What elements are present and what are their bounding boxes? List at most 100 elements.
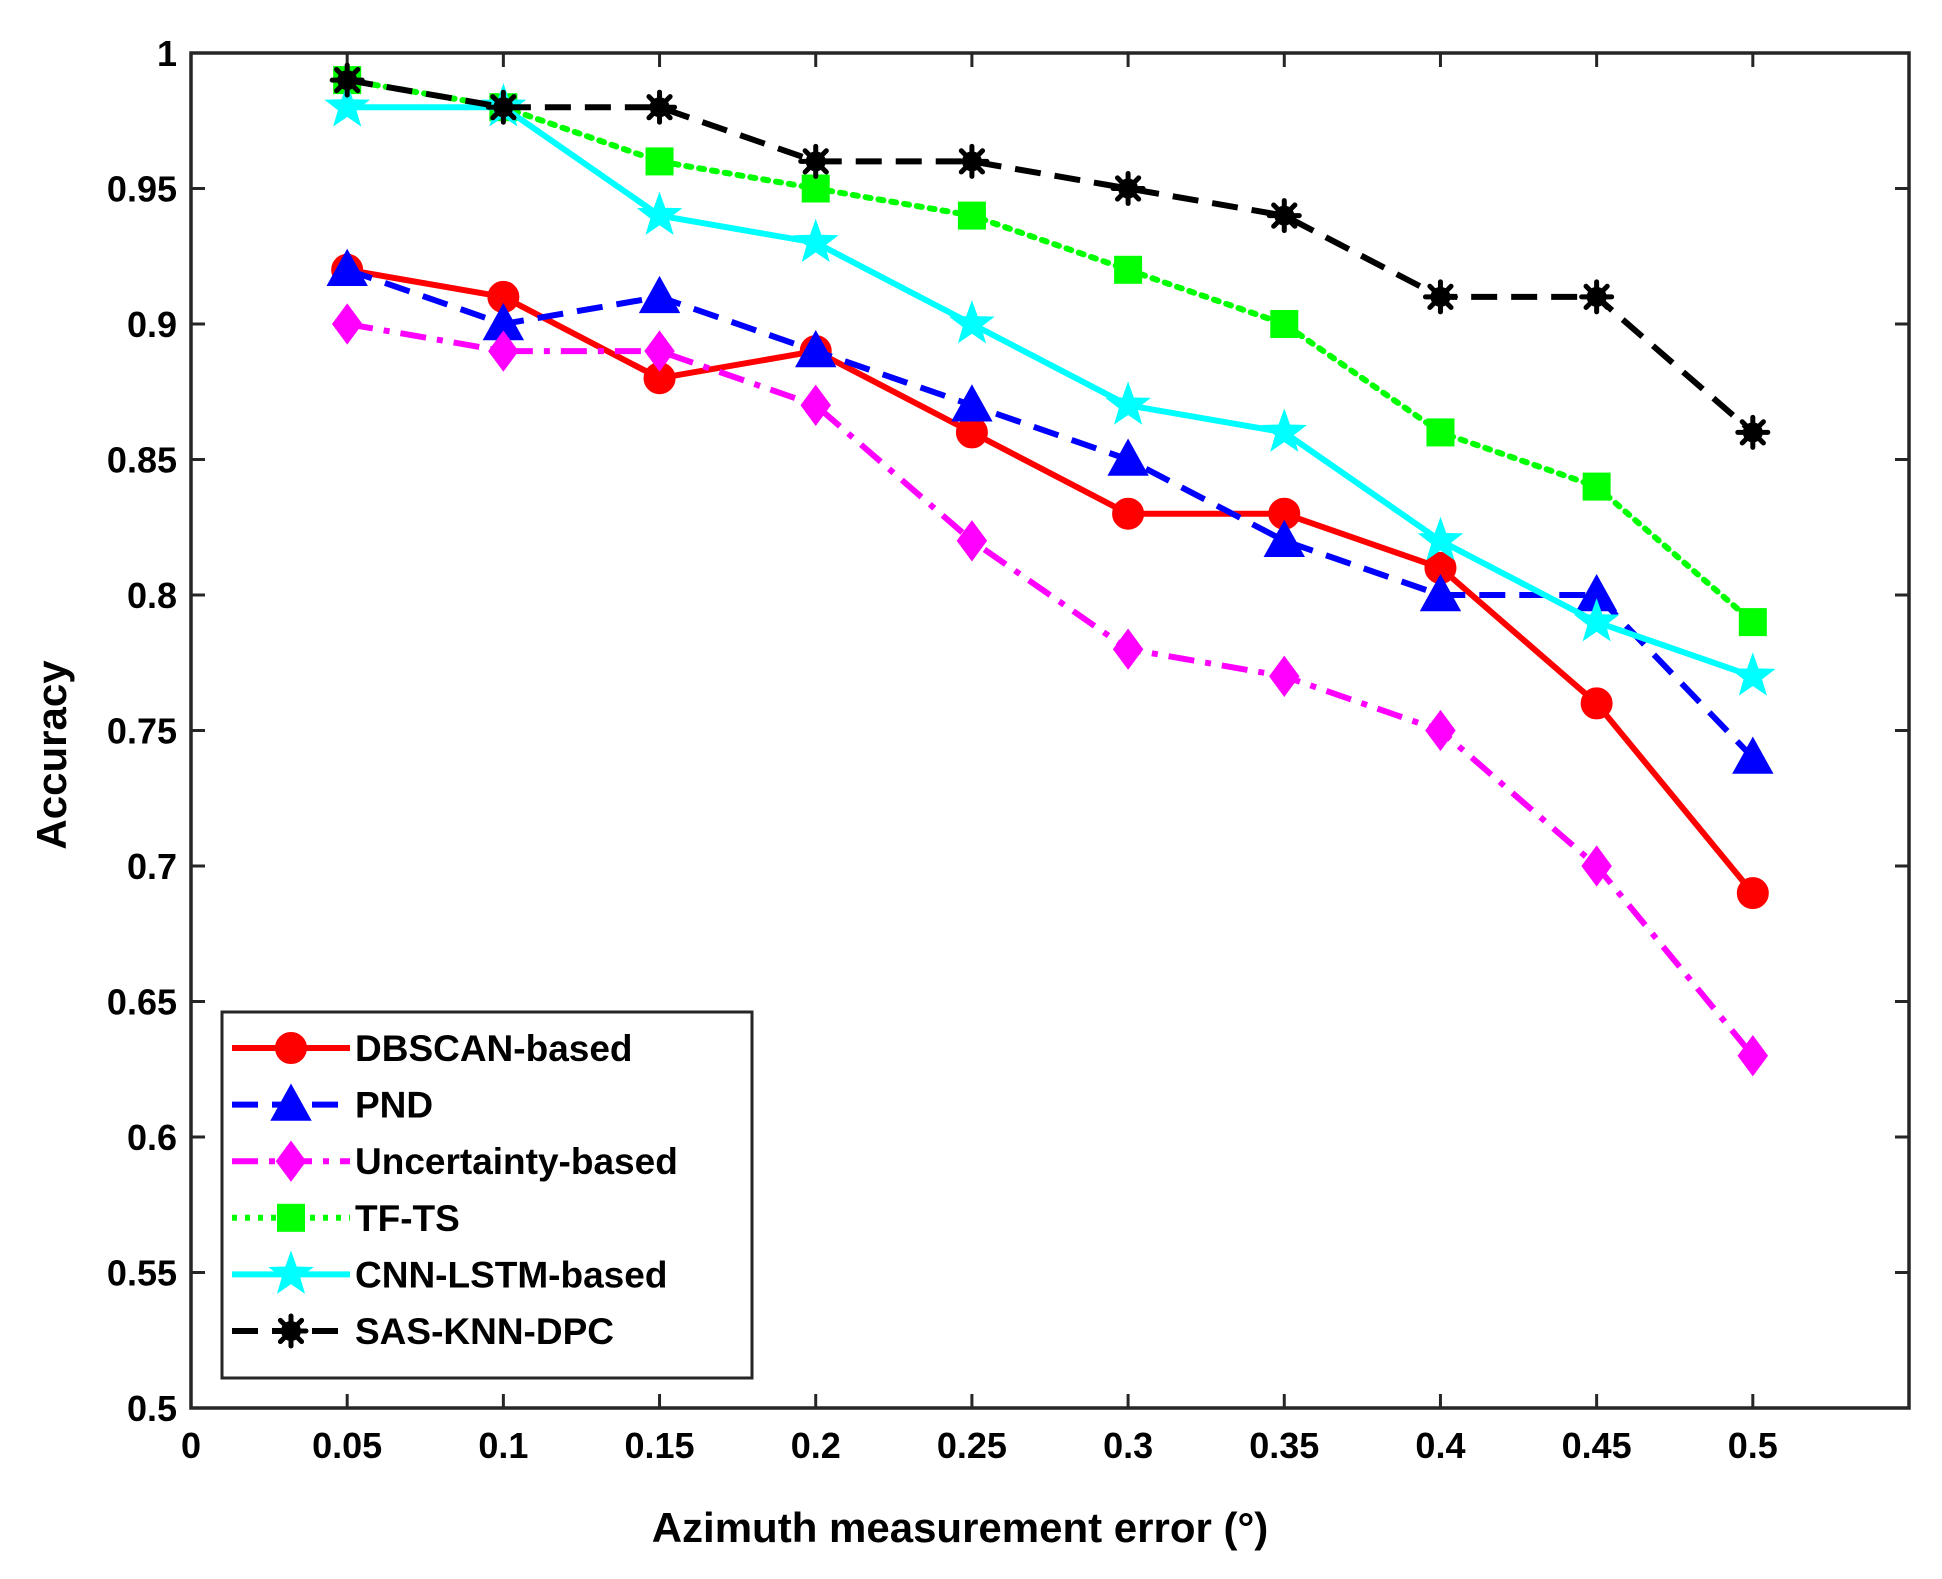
data-point: [1266, 198, 1302, 234]
series-sas-knn-dpc: [329, 62, 1771, 450]
data-point: [1737, 1035, 1769, 1077]
y-tick-label: 0.5: [127, 1388, 177, 1429]
data-point: [324, 83, 371, 127]
data-point: [488, 330, 519, 372]
data-point: [1581, 845, 1612, 887]
legend-item: DBSCAN-based: [232, 1028, 633, 1069]
data-point: [949, 300, 995, 344]
data-point: [957, 201, 986, 230]
y-tick-label: 0.85: [107, 440, 177, 481]
data-point: [642, 89, 678, 125]
x-tick-label: 0.05: [312, 1425, 382, 1466]
legend-item: CNN-LSTM-based: [232, 1250, 667, 1295]
series-line: [346, 77, 1755, 435]
series-cnn-lstm-based: [324, 83, 1776, 696]
data-point: [1422, 279, 1458, 315]
series-uncertainty-based: [331, 303, 1769, 1077]
series-layer: [324, 62, 1776, 1077]
legend-label: CNN-LSTM-based: [355, 1254, 667, 1295]
data-point: [644, 330, 675, 372]
legend-label: SAS-KNN-DPC: [355, 1311, 614, 1352]
series-line: [346, 266, 1755, 760]
x-tick-label: 0.2: [791, 1425, 841, 1466]
y-tick-label: 0.9: [127, 304, 177, 345]
data-point: [1736, 877, 1769, 910]
data-point: [636, 191, 683, 236]
data-point: [956, 520, 988, 562]
x-tick-label: 0.1: [478, 1425, 528, 1466]
legend-item: PND: [232, 1083, 433, 1126]
series-line: [347, 104, 1754, 680]
data-point: [955, 416, 988, 449]
y-tick-label: 0.75: [107, 711, 177, 752]
y-tick-label: 0.95: [107, 169, 177, 210]
series-line: [344, 77, 1756, 626]
data-point: [326, 248, 368, 286]
legend-item: TF-TS: [232, 1198, 460, 1239]
data-point: [954, 143, 990, 179]
x-tick-label: 0.4: [1415, 1425, 1465, 1466]
data-point: [277, 1203, 305, 1232]
data-point: [1417, 516, 1464, 561]
tick-labels: 0 0.05 0.1 0.15 0.2 0.25 0.3 0.35 0.4 0.45 0.5 0.5 0…: [107, 33, 1778, 1466]
data-point: [792, 218, 839, 263]
x-tick-label: 0.15: [625, 1425, 695, 1466]
x-tick-label: 0.3: [1103, 1425, 1153, 1466]
y-axis-label: Accuracy: [28, 660, 75, 850]
data-point: [1426, 418, 1455, 447]
data-point: [1582, 472, 1611, 501]
data-point: [1261, 408, 1308, 452]
data-point: [1425, 709, 1456, 752]
data-point: [1269, 655, 1300, 697]
data-point: [268, 1250, 314, 1294]
data-point: [1738, 608, 1767, 637]
y-tick-label: 1: [157, 33, 177, 74]
data-point: [1270, 310, 1299, 338]
x-tick-label: 0: [181, 1425, 201, 1466]
data-point: [1110, 171, 1146, 206]
data-point: [331, 303, 363, 345]
data-point: [795, 330, 837, 368]
data-point: [1729, 652, 1776, 696]
data-point: [1107, 438, 1149, 476]
x-tick-label: 0.45: [1562, 1425, 1632, 1466]
series-line: [346, 266, 1756, 896]
data-point: [1114, 255, 1143, 284]
data-point: [1105, 381, 1151, 425]
data-point: [275, 1140, 307, 1182]
x-axis-label: Azimuth measurement error (°): [652, 1504, 1269, 1551]
data-point: [798, 143, 834, 179]
legend-label: DBSCAN-based: [355, 1028, 633, 1069]
legend-label: TF-TS: [355, 1198, 460, 1239]
series-pnd: [326, 248, 1774, 774]
data-point: [485, 89, 521, 125]
y-tick-label: 0.6: [127, 1117, 177, 1158]
series-dbscan-based: [331, 253, 1769, 910]
data-point: [1573, 598, 1620, 642]
series-line: [346, 321, 1756, 1058]
data-point: [1580, 687, 1613, 720]
y-tick-label: 0.65: [107, 982, 177, 1023]
data-point: [1419, 573, 1462, 612]
data-point: [270, 1083, 312, 1121]
data-point: [329, 62, 365, 98]
x-tick-label: 0.5: [1728, 1425, 1778, 1466]
legend-box: [220, 1010, 754, 1380]
data-point: [638, 275, 681, 314]
data-point: [273, 1313, 309, 1349]
y-tick-label: 0.8: [127, 575, 177, 616]
legend-label: Uncertainty-based: [355, 1141, 678, 1182]
data-point: [275, 1032, 307, 1064]
legend-item: Uncertainty-based: [232, 1140, 678, 1182]
data-point: [800, 384, 831, 426]
y-tick-label: 0.7: [127, 846, 177, 887]
x-tick-label: 0.25: [937, 1425, 1007, 1466]
data-point: [1263, 519, 1305, 557]
legend-item: SAS-KNN-DPC: [232, 1311, 614, 1352]
data-point: [1112, 628, 1144, 670]
legend: DBSCAN-based PND Uncertainty-based TF-TS CNN…: [220, 1010, 754, 1380]
data-point: [801, 174, 830, 203]
data-point: [1112, 497, 1145, 530]
data-point: [1579, 279, 1615, 315]
